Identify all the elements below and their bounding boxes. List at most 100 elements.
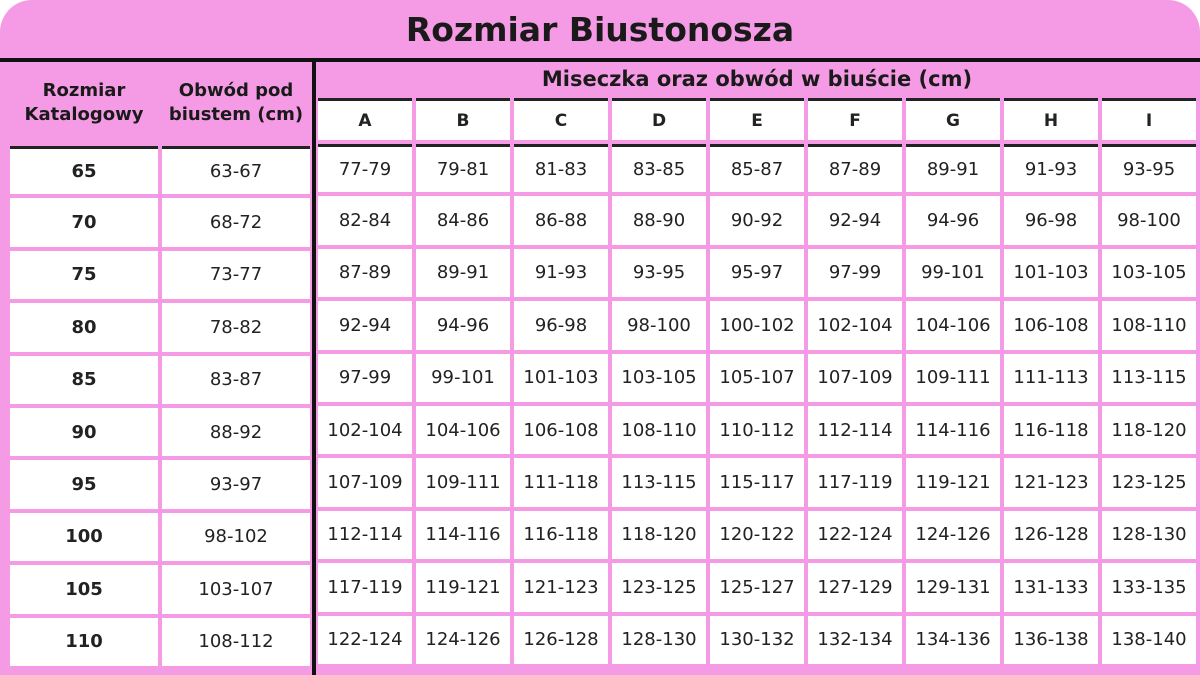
header-cup-i: I [1102, 98, 1196, 140]
cup-range-cell: 96-98 [514, 301, 608, 350]
cup-range-cell: 127-129 [808, 563, 902, 612]
cup-range-cell: 104-106 [416, 405, 510, 455]
cup-range-cell: 107-109 [318, 458, 412, 507]
cup-range-cell: 98-100 [1102, 196, 1196, 245]
cup-range-cell: 138-140 [1102, 615, 1196, 664]
cup-range-cell: 122-124 [318, 615, 412, 664]
cup-range-cell: 95-97 [710, 248, 804, 298]
underbust-cell: 68-72 [162, 198, 310, 247]
cup-range-cell: 119-121 [416, 563, 510, 612]
cup-range-cell: 109-111 [416, 458, 510, 507]
catalog-size-cell: 110 [10, 617, 158, 666]
left-table: Rozmiar Katalogowy Obwód pod biustem (cm… [10, 64, 310, 675]
cup-range-cell: 87-89 [318, 248, 412, 298]
cup-range-cell: 98-100 [612, 301, 706, 350]
catalog-size-cell: 100 [10, 512, 158, 562]
cup-range-cell: 132-134 [808, 615, 902, 664]
cup-range-cell: 104-106 [906, 301, 1000, 350]
cup-range-cell: 92-94 [808, 196, 902, 245]
cup-range-cell: 118-120 [612, 510, 706, 560]
cup-range-cell: 87-89 [808, 144, 902, 193]
cup-range-cell: 93-95 [1102, 144, 1196, 193]
cup-range-cell: 108-110 [1102, 301, 1196, 350]
cup-range-cell: 112-114 [808, 405, 902, 455]
cup-range-cell: 85-87 [710, 144, 804, 193]
catalog-size-cell: 85 [10, 355, 158, 404]
cup-range-cell: 91-93 [514, 248, 608, 298]
cup-range-cell: 129-131 [906, 563, 1000, 612]
underbust-cell: 88-92 [162, 407, 310, 457]
header-cup-c: C [514, 98, 608, 140]
cup-range-cell: 81-83 [514, 144, 608, 193]
cup-range-cell: 84-86 [416, 196, 510, 245]
cup-range-cell: 109-111 [906, 353, 1000, 402]
cup-range-cell: 134-136 [906, 615, 1000, 664]
page-title: Rozmiar Biustonosza [405, 10, 795, 49]
cup-range-cell: 133-135 [1102, 563, 1196, 612]
underbust-cell: 63-67 [162, 146, 310, 195]
catalog-size-cell: 70 [10, 198, 158, 247]
cup-range-cell: 101-103 [514, 353, 608, 402]
cup-range-cell: 102-104 [318, 405, 412, 455]
underbust-cell: 78-82 [162, 303, 310, 352]
cup-range-cell: 122-124 [808, 510, 902, 560]
header-cup-b: B [416, 98, 510, 140]
cup-range-cell: 131-133 [1004, 563, 1098, 612]
cup-range-cell: 118-120 [1102, 405, 1196, 455]
cup-range-cell: 101-103 [1004, 248, 1098, 298]
cup-range-cell: 115-117 [710, 458, 804, 507]
header-catalog-size: Rozmiar Katalogowy [24, 80, 144, 125]
cup-range-cell: 94-96 [906, 196, 1000, 245]
cup-range-cell: 114-116 [906, 405, 1000, 455]
cup-range-cell: 128-130 [612, 615, 706, 664]
header-cup-h: H [1004, 98, 1098, 140]
cup-range-cell: 83-85 [612, 144, 706, 193]
cup-range-cell: 124-126 [416, 615, 510, 664]
catalog-size-cell: 65 [10, 146, 158, 195]
cup-range-cell: 113-115 [612, 458, 706, 507]
cup-range-cell: 90-92 [710, 196, 804, 245]
cup-range-cell: 102-104 [808, 301, 902, 350]
cup-range-cell: 125-127 [710, 563, 804, 612]
cup-range-cell: 89-91 [906, 144, 1000, 193]
cup-range-cell: 97-99 [808, 248, 902, 298]
cup-range-cell: 82-84 [318, 196, 412, 245]
cup-range-cell: 121-123 [1004, 458, 1098, 507]
underbust-cell: 108-112 [162, 617, 310, 666]
cup-range-cell: 108-110 [612, 405, 706, 455]
cup-range-cell: 123-125 [612, 563, 706, 612]
cup-range-cell: 86-88 [514, 196, 608, 245]
header-divider [0, 58, 1200, 62]
header-cup-e: E [710, 98, 804, 140]
header-cup-group: Miseczka oraz obwód w biuście (cm) [541, 67, 973, 91]
cup-range-cell: 103-105 [1102, 248, 1196, 298]
header-underbust: Obwód pod biustem (cm) [168, 80, 304, 125]
cup-range-cell: 93-95 [612, 248, 706, 298]
catalog-size-cell: 80 [10, 303, 158, 352]
cup-range-cell: 94-96 [416, 301, 510, 350]
cup-range-cell: 88-90 [612, 196, 706, 245]
cup-range-cell: 117-119 [808, 458, 902, 507]
cup-range-cell: 77-79 [318, 144, 412, 193]
catalog-size-cell: 95 [10, 460, 158, 509]
catalog-size-cell: 75 [10, 250, 158, 300]
header-cup-g: G [906, 98, 1000, 140]
catalog-size-cell: 90 [10, 407, 158, 457]
cup-range-cell: 120-122 [710, 510, 804, 560]
cup-range-cell: 116-118 [514, 510, 608, 560]
cup-range-cell: 126-128 [1004, 510, 1098, 560]
cup-range-cell: 130-132 [710, 615, 804, 664]
cup-range-cell: 105-107 [710, 353, 804, 402]
cup-range-cell: 111-118 [514, 458, 608, 507]
cup-range-cell: 119-121 [906, 458, 1000, 507]
cup-range-cell: 136-138 [1004, 615, 1098, 664]
header-cup-a: A [318, 98, 412, 140]
catalog-size-cell: 105 [10, 565, 158, 614]
underbust-cell: 83-87 [162, 355, 310, 404]
cup-range-cell: 79-81 [416, 144, 510, 193]
cup-range-cell: 91-93 [1004, 144, 1098, 193]
cup-range-cell: 103-105 [612, 353, 706, 402]
underbust-cell: 73-77 [162, 250, 310, 300]
cup-range-cell: 107-109 [808, 353, 902, 402]
